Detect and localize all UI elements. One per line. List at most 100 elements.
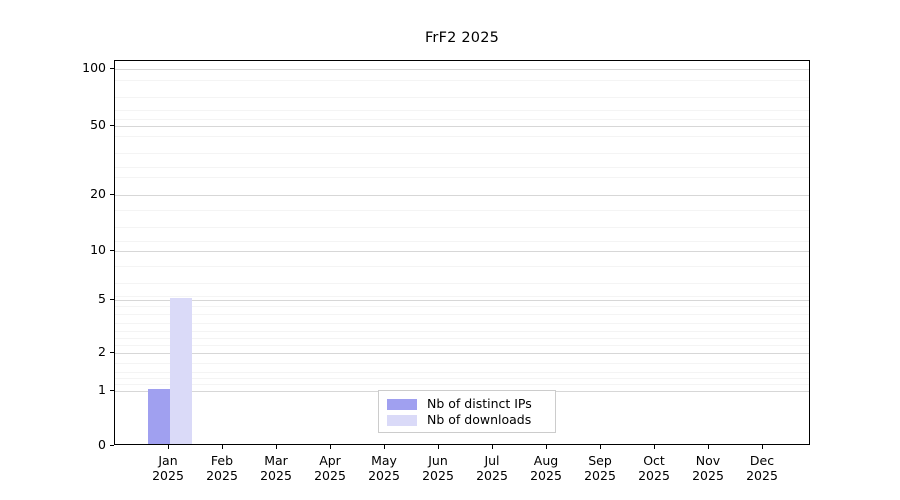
x-tick-label-month: May (371, 453, 397, 468)
y-tick-mark (110, 250, 114, 252)
x-tick-label: May 2025 (349, 453, 419, 483)
gridline-minor (115, 177, 809, 178)
x-tick-mark (492, 445, 494, 449)
legend-swatch (387, 398, 417, 410)
x-tick-mark (384, 445, 386, 449)
x-tick-label-month: Nov (695, 453, 721, 468)
x-tick-mark (546, 445, 548, 449)
x-tick-label: Mar 2025 (241, 453, 311, 483)
plot-area (114, 60, 810, 445)
gridline-major (115, 69, 809, 70)
x-tick-label-month: Jan (158, 453, 178, 468)
x-tick-label-year: 2025 (260, 468, 292, 483)
x-tick-label-year: 2025 (314, 468, 346, 483)
chart-title: FrF2 2025 (424, 30, 500, 46)
gridline-major (115, 300, 809, 301)
x-tick-mark (654, 445, 656, 449)
x-tick-label: Dec 2025 (727, 453, 797, 483)
gridline-minor (115, 227, 809, 228)
legend-swatch (387, 414, 417, 426)
gridline-major (115, 353, 809, 354)
gridline-minor (115, 363, 809, 364)
gridline-minor (115, 338, 809, 339)
x-tick-label-year: 2025 (638, 468, 670, 483)
y-tick-mark (110, 352, 114, 354)
gridline-minor (115, 80, 809, 81)
x-tick-label-month: Jun (428, 453, 448, 468)
gridline-minor (115, 153, 809, 154)
x-tick-mark (600, 445, 602, 449)
y-tick-label: 1 (98, 382, 106, 397)
legend-label: Nb of downloads (427, 411, 532, 427)
x-tick-label: Apr 2025 (295, 453, 365, 483)
x-tick-label-year: 2025 (368, 468, 400, 483)
gridline-minor (115, 283, 809, 284)
legend-entry: Nb of distinct IPs (387, 396, 547, 412)
x-tick-label-year: 2025 (692, 468, 724, 483)
x-tick-mark (276, 445, 278, 449)
x-tick-label-month: Apr (319, 453, 341, 468)
y-tick-mark (110, 445, 114, 447)
x-tick-label-month: Aug (533, 453, 559, 468)
gridline-minor (115, 97, 809, 98)
x-tick-mark (762, 445, 764, 449)
x-tick-label-month: Feb (210, 453, 234, 468)
x-tick-label-month: Oct (643, 453, 665, 468)
legend-entry: Nb of downloads (387, 412, 547, 428)
x-tick-label: Jan 2025 (133, 453, 203, 483)
x-tick-label-year: 2025 (422, 468, 454, 483)
x-tick-mark (438, 445, 440, 449)
y-tick-label: 2 (98, 344, 106, 359)
y-tick-label: 100 (82, 60, 106, 75)
x-tick-label-year: 2025 (746, 468, 778, 483)
x-tick-label-year: 2025 (206, 468, 238, 483)
x-tick-label: Jul 2025 (457, 453, 527, 483)
gridline-minor (115, 296, 809, 297)
x-tick-mark (330, 445, 332, 449)
gridline-minor (115, 345, 809, 346)
gridline-minor (115, 372, 809, 373)
gridline-minor (115, 323, 809, 324)
y-tick-label: 10 (90, 242, 106, 257)
gridline-minor (115, 378, 809, 379)
gridline-minor (115, 136, 809, 137)
x-tick-mark (222, 445, 224, 449)
y-tick-mark (110, 390, 114, 392)
y-tick-mark (110, 299, 114, 301)
x-tick-label-year: 2025 (476, 468, 508, 483)
y-axis: 0 1 2 5 10 20 50 100 (58, 0, 106, 500)
y-tick-label: 5 (98, 291, 106, 306)
legend-label: Nb of distinct IPs (427, 395, 532, 411)
x-tick-label-month: Jul (484, 453, 500, 468)
x-tick-mark (708, 445, 710, 449)
y-tick-label: 0 (98, 437, 106, 452)
gridline-minor (115, 384, 809, 385)
gridline-major (115, 195, 809, 196)
y-tick-mark (110, 125, 114, 127)
x-tick-label-month: Dec (749, 453, 775, 468)
chart-legend: Nb of distinct IPs Nb of downloads (378, 390, 556, 433)
x-tick-label-year: 2025 (584, 468, 616, 483)
bar (148, 389, 170, 444)
x-tick-label: Oct 2025 (619, 453, 689, 483)
gridline-minor (115, 331, 809, 332)
x-tick-label-month: Mar (264, 453, 288, 468)
gridline-major (115, 126, 809, 127)
gridline-minor (115, 314, 809, 315)
y-tick-mark (110, 194, 114, 196)
x-tick-label: Nov 2025 (673, 453, 743, 483)
x-tick-label-month: Sep (588, 453, 612, 468)
gridline-minor (115, 110, 809, 111)
gridline-major (115, 251, 809, 252)
x-tick-label: Sep 2025 (565, 453, 635, 483)
y-tick-label: 50 (90, 117, 106, 132)
bars-layer (115, 61, 809, 444)
bar (170, 298, 192, 444)
x-tick-label: Aug 2025 (511, 453, 581, 483)
gridline-minor (115, 306, 809, 307)
gridline-minor (115, 167, 809, 168)
x-tick-label-year: 2025 (152, 468, 184, 483)
x-tick-label: Feb 2025 (187, 453, 257, 483)
gridline-minor (115, 241, 809, 242)
